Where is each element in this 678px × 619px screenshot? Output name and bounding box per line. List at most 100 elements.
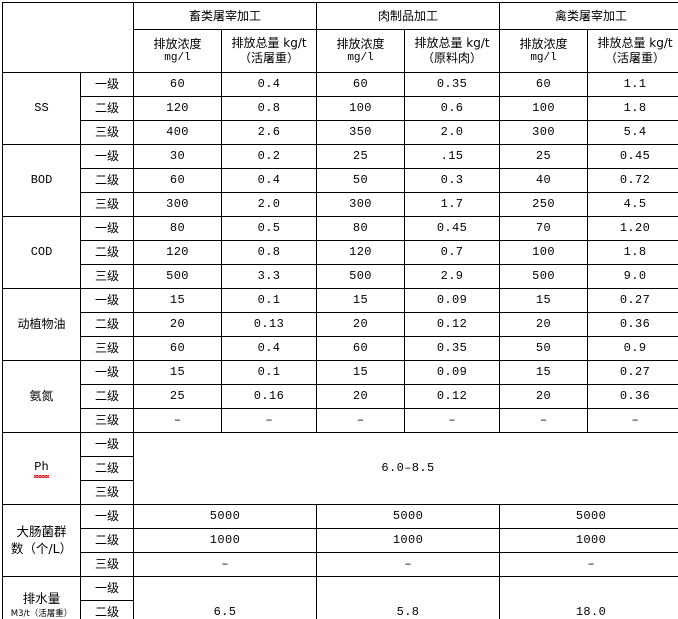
grade-label: 一级 bbox=[80, 72, 134, 97]
cell-value: – bbox=[316, 408, 406, 433]
header-sub-poultry-total: 排放总量 kg/t （活屠重） bbox=[587, 29, 678, 73]
table-row: 三级 60 0.4 60 0.35 50 0.9 bbox=[3, 336, 678, 361]
cell-value: 9.0 bbox=[587, 264, 678, 289]
table-row: 二级 120 0.8 100 0.6 100 1.8 bbox=[3, 96, 678, 121]
grade-label: 三级 bbox=[80, 264, 134, 289]
table-row: 二级 60 0.4 50 0.3 40 0.72 bbox=[3, 168, 678, 193]
cell-value-discharge-livestock: 6.5 bbox=[132, 576, 318, 619]
cell-value: 60 bbox=[133, 336, 222, 361]
grade-label: 一级 bbox=[80, 504, 134, 529]
param-label-cod: COD bbox=[2, 216, 81, 289]
table-row: 二级 1000 1000 1000 bbox=[3, 528, 678, 553]
header-group-row: 畜类屠宰加工 肉制品加工 禽类屠宰加工 bbox=[2, 2, 678, 73]
table-row: 三级 bbox=[3, 480, 678, 505]
table-row: 排水量 M3/t（活屠重） （原料肉） 一级 6.5 5.8 18.0 bbox=[2, 576, 678, 619]
cell-value: 0.09 bbox=[404, 288, 501, 313]
cell-value: 0.09 bbox=[404, 360, 501, 385]
table-row: 三级 500 3.3 500 2.9 500 9.0 bbox=[3, 264, 678, 289]
cell-value: 1.7 bbox=[404, 192, 501, 217]
grade-label: 二级 bbox=[80, 384, 134, 409]
table-header: 畜类屠宰加工 肉制品加工 禽类屠宰加工 排放浓度 mg/l 排放总量 kg/t … bbox=[2, 2, 678, 73]
param-label-ss: SS bbox=[2, 72, 81, 145]
cell-value: 60 bbox=[316, 336, 406, 361]
cell-value: 100 bbox=[316, 96, 406, 121]
cell-value: 25 bbox=[316, 144, 406, 169]
table-row: Ph 一级 6.0–8.5 bbox=[2, 432, 678, 505]
cell-value: 15 bbox=[499, 360, 589, 385]
cell-value: – bbox=[133, 408, 222, 433]
param-label-coliform: 大肠菌群 数（个/L） bbox=[2, 504, 81, 577]
header-sub-meat-concentration: 排放浓度 mg/l bbox=[316, 29, 406, 73]
cell-value: 500 bbox=[499, 264, 589, 289]
cell-value: 25 bbox=[499, 144, 589, 169]
table-row: 二级 25 0.16 20 0.12 20 0.36 bbox=[3, 384, 678, 409]
cell-value: 1000 bbox=[316, 528, 501, 553]
param-label-animal-vegetable-oil: 动植物油 bbox=[2, 288, 81, 361]
cell-value: 0.35 bbox=[404, 72, 501, 97]
table-row: 动植物油 一级 15 0.1 15 0.09 15 0.27 bbox=[2, 288, 678, 361]
cell-value: 15 bbox=[133, 360, 222, 385]
cell-value: 0.8 bbox=[220, 240, 318, 265]
cell-value: 0.4 bbox=[220, 168, 318, 193]
cell-value: 100 bbox=[499, 240, 589, 265]
cell-value: 70 bbox=[499, 216, 589, 241]
grade-label: 三级 bbox=[80, 552, 134, 577]
cell-value: 1000 bbox=[132, 528, 318, 553]
grade-label: 三级 bbox=[80, 336, 134, 361]
table-row: 二级 20 0.13 20 0.12 20 0.36 bbox=[3, 312, 678, 337]
cell-value: 80 bbox=[133, 216, 222, 241]
cell-value: 1.20 bbox=[587, 216, 678, 241]
cell-value: 5000 bbox=[499, 504, 678, 529]
cell-value: 0.7 bbox=[404, 240, 501, 265]
cell-value: – bbox=[404, 408, 501, 433]
grade-label: 一级 bbox=[80, 144, 134, 169]
cell-value: 400 bbox=[133, 120, 222, 145]
cell-value: 4.5 bbox=[587, 192, 678, 217]
cell-value: 0.13 bbox=[220, 312, 318, 337]
cell-value: 20 bbox=[499, 384, 589, 409]
cell-value: 0.8 bbox=[220, 96, 318, 121]
header-sub-meat-total: 排放总量 kg/t （原料肉） bbox=[404, 29, 501, 73]
cell-value: 300 bbox=[316, 192, 406, 217]
table-row: 大肠菌群 数（个/L） 一级 5000 5000 5000 bbox=[2, 504, 678, 577]
cell-value: .15 bbox=[404, 144, 501, 169]
param-label-bod: BOD bbox=[2, 144, 81, 217]
header-sub-livestock-total: 排放总量 kg/t （活屠重） bbox=[220, 29, 318, 73]
table-row: 三级 400 2.6 350 2.0 300 5.4 bbox=[3, 120, 678, 145]
cell-value: 1.8 bbox=[587, 96, 678, 121]
cell-value: 20 bbox=[316, 312, 406, 337]
cell-value: 0.72 bbox=[587, 168, 678, 193]
cell-value: 1000 bbox=[499, 528, 678, 553]
cell-value: 30 bbox=[133, 144, 222, 169]
header-group-meat-products: 肉制品加工 bbox=[316, 2, 501, 30]
grade-label: 一级 bbox=[80, 432, 134, 457]
cell-value: 2.0 bbox=[404, 120, 501, 145]
cell-value: 0.27 bbox=[587, 288, 678, 313]
cell-value: 0.9 bbox=[587, 336, 678, 361]
cell-value: 60 bbox=[133, 72, 222, 97]
cell-value-ph-merged: 6.0–8.5 bbox=[132, 432, 678, 505]
cell-value: 80 bbox=[316, 216, 406, 241]
table-row: COD 一级 80 0.5 80 0.45 70 1.20 bbox=[2, 216, 678, 289]
cell-value: 120 bbox=[133, 96, 222, 121]
cell-value: 25 bbox=[133, 384, 222, 409]
cell-value: 2.6 bbox=[220, 120, 318, 145]
table-row: 三级 300 2.0 300 1.7 250 4.5 bbox=[3, 192, 678, 217]
cell-value: 0.4 bbox=[220, 72, 318, 97]
cell-value-discharge-meat: 5.8 bbox=[316, 576, 501, 619]
header-group-poultry: 禽类屠宰加工 bbox=[499, 2, 678, 30]
table-row: 二级 bbox=[3, 456, 678, 481]
grade-label: 一级 bbox=[80, 216, 134, 241]
grade-label: 一级 bbox=[80, 360, 134, 385]
cell-value: 0.36 bbox=[587, 312, 678, 337]
cell-value: – bbox=[316, 552, 501, 577]
cell-value: 0.2 bbox=[220, 144, 318, 169]
cell-value: 15 bbox=[316, 288, 406, 313]
cell-value: 500 bbox=[133, 264, 222, 289]
cell-value: 0.16 bbox=[220, 384, 318, 409]
grade-label: 三级 bbox=[80, 408, 134, 433]
table-row: 二级 bbox=[3, 600, 678, 619]
cell-value: 2.9 bbox=[404, 264, 501, 289]
